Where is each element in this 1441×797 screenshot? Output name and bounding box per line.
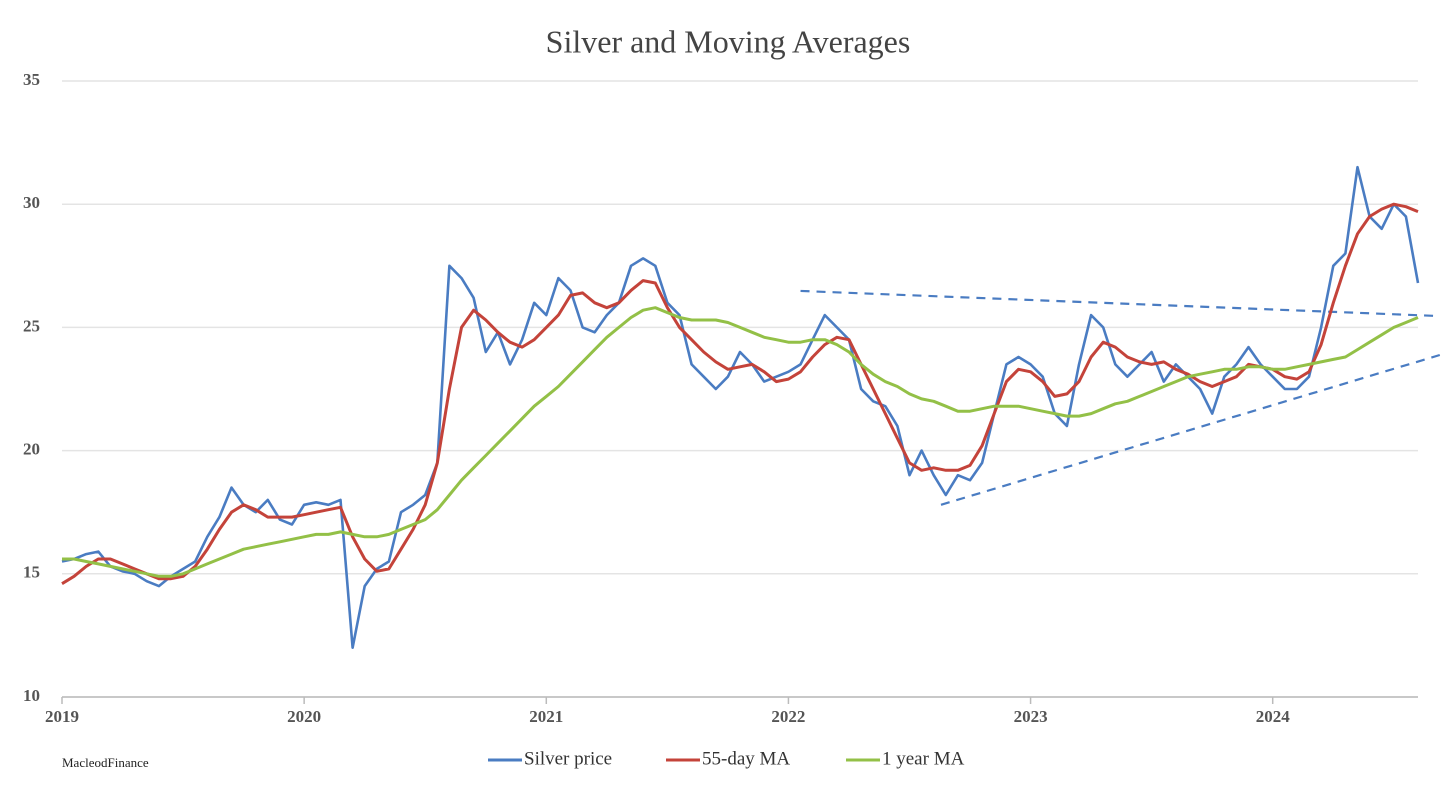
trendline (940, 353, 1441, 506)
y-tick-label: 25 (23, 316, 40, 335)
legend-label: Silver price (524, 748, 612, 769)
x-tick-label: 2021 (529, 707, 563, 726)
x-tick-label: 2022 (771, 707, 805, 726)
chart-title: Silver and Moving Averages (546, 23, 911, 59)
series-line (62, 306, 1419, 578)
y-tick-label: 20 (23, 440, 40, 459)
x-tick-label: 2023 (1014, 707, 1048, 726)
legend-label: 1 year MA (882, 748, 965, 769)
x-tick-label: 2020 (287, 707, 321, 726)
y-tick-label: 10 (23, 686, 40, 705)
series-line (61, 202, 1419, 585)
x-tick-label: 2024 (1256, 707, 1291, 726)
trendline (800, 289, 1440, 318)
source: MacleodFinance (62, 755, 149, 770)
legend-label: 55-day MA (702, 748, 790, 769)
x-tick-label: 2019 (45, 707, 79, 726)
y-tick-label: 15 (23, 563, 40, 582)
y-tick-label: 30 (23, 193, 40, 212)
series-line (61, 165, 1420, 650)
y-tick-label: 35 (23, 70, 40, 89)
